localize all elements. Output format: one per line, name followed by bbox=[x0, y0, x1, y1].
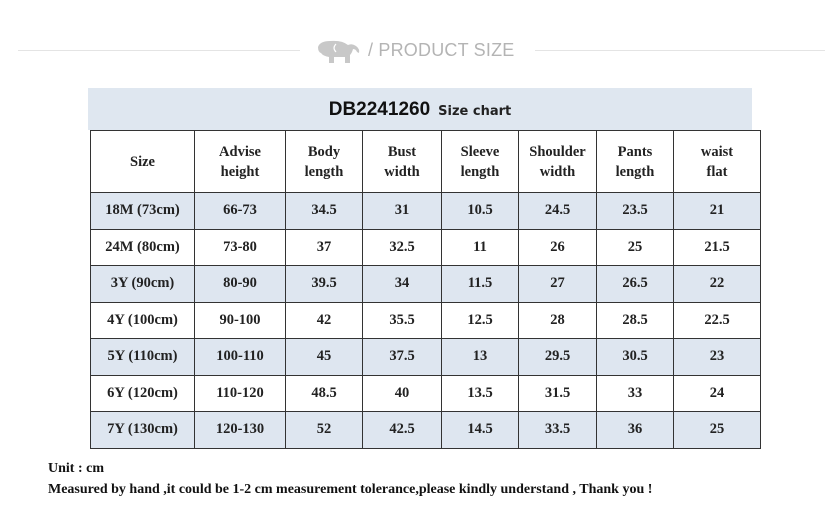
divider bbox=[18, 50, 300, 51]
tolerance-note: Measured by hand ,it could be 1-2 cm mea… bbox=[48, 482, 653, 497]
header-row: Size Advise height Body length Bust width Sleev… bbox=[90, 130, 761, 193]
value-cell: 52 bbox=[285, 411, 363, 449]
value-cell: 36 bbox=[596, 411, 674, 449]
value-cell: 28 bbox=[518, 301, 597, 339]
value-cell: 10.5 bbox=[441, 192, 519, 230]
value-cell: 31.5 bbox=[518, 374, 597, 412]
column-header: Size bbox=[90, 130, 195, 193]
value-cell: 12.5 bbox=[441, 301, 519, 339]
value-cell: 120-130 bbox=[194, 411, 286, 449]
size-cell: 18M (73cm) bbox=[90, 192, 195, 230]
value-cell: 27 bbox=[518, 265, 597, 303]
column-header: Body length bbox=[285, 130, 363, 193]
table-row: 4Y (100cm) 90-100 42 35.5 12.5 28 28.5 22.5 bbox=[90, 301, 761, 339]
value-cell: 66-73 bbox=[194, 192, 286, 230]
value-cell: 26 bbox=[518, 228, 597, 266]
value-cell: 45 bbox=[285, 338, 363, 376]
value-cell: 26.5 bbox=[596, 265, 674, 303]
value-cell: 31 bbox=[362, 192, 442, 230]
notes: Unit : cm Measured by hand ,it could be … bbox=[48, 458, 652, 500]
chart-title: DB2241260 Size chart bbox=[88, 88, 752, 130]
value-cell: 21 bbox=[673, 192, 761, 230]
value-cell: 37 bbox=[285, 228, 363, 266]
value-cell: 42.5 bbox=[362, 411, 442, 449]
value-cell: 29.5 bbox=[518, 338, 597, 376]
banner-title: / PRODUCT SIZE bbox=[368, 40, 515, 60]
column-header: Pants length bbox=[596, 130, 674, 193]
value-cell: 39.5 bbox=[285, 265, 363, 303]
value-cell: 42 bbox=[285, 301, 363, 339]
column-header: waist flat bbox=[673, 130, 761, 193]
value-cell: 21.5 bbox=[673, 228, 761, 266]
value-cell: 34 bbox=[362, 265, 442, 303]
value-cell: 13.5 bbox=[441, 374, 519, 412]
table-row: 3Y (90cm) 80-90 39.5 34 11.5 27 26.5 22 bbox=[90, 265, 761, 303]
value-cell: 34.5 bbox=[285, 192, 363, 230]
product-code: DB2241260 bbox=[328, 99, 431, 120]
column-header: Shoulder width bbox=[518, 130, 597, 193]
table-row: 24M (80cm) 73-80 37 32.5 11 26 25 21.5 bbox=[90, 228, 761, 266]
value-cell: 23 bbox=[673, 338, 761, 376]
value-cell: 32.5 bbox=[362, 228, 442, 266]
value-cell: 28.5 bbox=[596, 301, 674, 339]
value-cell: 35.5 bbox=[362, 301, 442, 339]
value-cell: 25 bbox=[673, 411, 761, 449]
chart-subtitle: Size chart bbox=[438, 104, 512, 119]
value-cell: 25 bbox=[596, 228, 674, 266]
size-cell: 6Y (120cm) bbox=[90, 374, 195, 412]
value-cell: 24.5 bbox=[518, 192, 597, 230]
table-row: 18M (73cm) 66-73 34.5 31 10.5 24.5 23.5 21 bbox=[90, 192, 761, 230]
value-cell: 33 bbox=[596, 374, 674, 412]
unit-note: Unit : cm bbox=[48, 461, 104, 476]
column-header: Sleeve length bbox=[441, 130, 519, 193]
divider bbox=[535, 50, 825, 51]
value-cell: 37.5 bbox=[362, 338, 442, 376]
value-cell: 110-120 bbox=[194, 374, 286, 412]
column-header: Bust width bbox=[362, 130, 442, 193]
value-cell: 24 bbox=[673, 374, 761, 412]
size-cell: 7Y (130cm) bbox=[90, 411, 195, 449]
table-row: 7Y (130cm) 120-130 52 42.5 14.5 33.5 36 25 bbox=[90, 411, 761, 449]
product-size-banner: / PRODUCT SIZE bbox=[0, 36, 828, 66]
size-cell: 24M (80cm) bbox=[90, 228, 195, 266]
size-cell: 5Y (110cm) bbox=[90, 338, 195, 376]
value-cell: 33.5 bbox=[518, 411, 597, 449]
size-cell: 4Y (100cm) bbox=[90, 301, 195, 339]
value-cell: 22.5 bbox=[673, 301, 761, 339]
value-cell: 14.5 bbox=[441, 411, 519, 449]
value-cell: 11.5 bbox=[441, 265, 519, 303]
value-cell: 13 bbox=[441, 338, 519, 376]
value-cell: 11 bbox=[441, 228, 519, 266]
size-cell: 3Y (90cm) bbox=[90, 265, 195, 303]
table-row: 5Y (110cm) 100-110 45 37.5 13 29.5 30.5 23 bbox=[90, 338, 761, 376]
size-chart-table: Size Advise height Body length Bust width Sleev… bbox=[90, 130, 761, 449]
value-cell: 48.5 bbox=[285, 374, 363, 412]
value-cell: 80-90 bbox=[194, 265, 286, 303]
value-cell: 90-100 bbox=[194, 301, 286, 339]
value-cell: 30.5 bbox=[596, 338, 674, 376]
table-row: 6Y (120cm) 110-120 48.5 40 13.5 31.5 33 24 bbox=[90, 374, 761, 412]
value-cell: 73-80 bbox=[194, 228, 286, 266]
value-cell: 100-110 bbox=[194, 338, 286, 376]
value-cell: 22 bbox=[673, 265, 761, 303]
column-header: Advise height bbox=[194, 130, 286, 193]
value-cell: 23.5 bbox=[596, 192, 674, 230]
value-cell: 40 bbox=[362, 374, 442, 412]
elephant-icon bbox=[318, 40, 360, 63]
